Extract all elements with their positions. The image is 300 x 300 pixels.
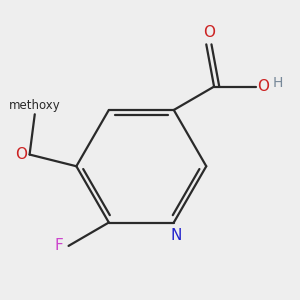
Text: N: N: [171, 228, 182, 243]
Text: O: O: [203, 25, 215, 40]
Text: O: O: [15, 147, 27, 162]
Text: methoxy: methoxy: [9, 99, 61, 112]
Text: H: H: [272, 76, 283, 90]
Text: F: F: [55, 238, 63, 253]
Text: O: O: [258, 79, 270, 94]
